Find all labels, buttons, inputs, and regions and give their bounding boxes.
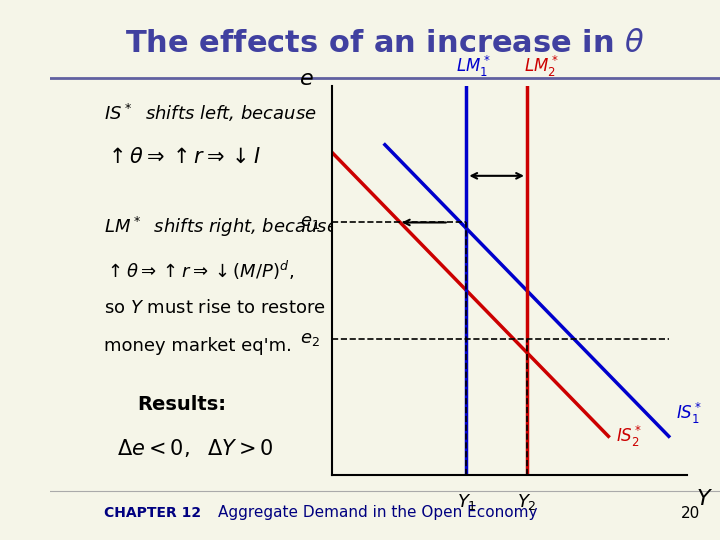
- Text: $\Delta e < 0,\ \ \Delta Y > 0$: $\Delta e < 0,\ \ \Delta Y > 0$: [117, 437, 274, 459]
- Text: $Y_2$: $Y_2$: [517, 492, 536, 512]
- Text: 20: 20: [680, 505, 700, 521]
- Text: $IS_2^*$: $IS_2^*$: [616, 424, 642, 449]
- Text: $\uparrow\theta \Rightarrow \uparrow r \Rightarrow \downarrow \mathbf{\mathit{I}: $\uparrow\theta \Rightarrow \uparrow r \…: [104, 146, 261, 167]
- Text: $e_2$: $e_2$: [300, 330, 320, 348]
- Text: $Y$: $Y$: [696, 489, 713, 509]
- Text: $LM_1^*$: $LM_1^*$: [456, 53, 491, 79]
- Text: $Y_1$: $Y_1$: [456, 492, 477, 512]
- Text: $\uparrow\theta \Rightarrow \uparrow r \Rightarrow \downarrow(M/P)^d,$: $\uparrow\theta \Rightarrow \uparrow r \…: [104, 259, 294, 281]
- Text: $e$: $e$: [300, 69, 314, 89]
- Text: CHAPTER 12: CHAPTER 12: [104, 506, 201, 520]
- Text: money market eq'm.: money market eq'm.: [104, 336, 292, 355]
- Text: $IS_1^*$: $IS_1^*$: [676, 401, 702, 426]
- Text: $e_1$: $e_1$: [300, 213, 320, 232]
- Text: so $\mathbf{\mathit{Y}}$ must rise to restore: so $\mathbf{\mathit{Y}}$ must rise to re…: [104, 299, 325, 317]
- Text: The effects of an increase in $\theta$: The effects of an increase in $\theta$: [125, 29, 645, 58]
- Text: Results:: Results:: [138, 395, 227, 415]
- Text: $LM_2^*$: $LM_2^*$: [523, 53, 558, 79]
- Text: $LM^*$  shifts right, because: $LM^*$ shifts right, because: [104, 215, 338, 239]
- Text: Aggregate Demand in the Open Economy: Aggregate Demand in the Open Economy: [218, 505, 537, 521]
- Text: $IS^*$  shifts left, because: $IS^*$ shifts left, because: [104, 103, 317, 124]
